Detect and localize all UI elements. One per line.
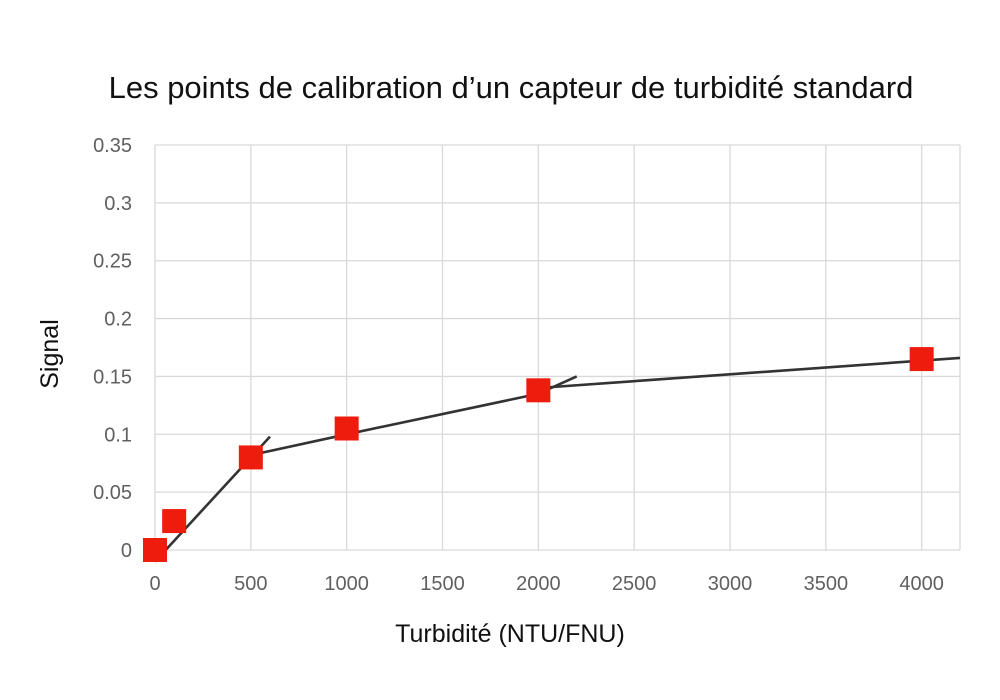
y-axis-title: Signal [36,319,64,389]
x-tick-label: 2500 [612,573,657,595]
y-tick-label: 0 [121,540,132,562]
x-tick-label: 0 [149,573,160,595]
tick-labels: 0 500 1000 1500 2000 2500 3000 3500 4000 0 0.05 0.1… [93,135,944,595]
data-point [143,538,167,562]
data-point [162,509,187,534]
y-tick-label: 0.2 [104,309,132,331]
data-points [143,347,934,562]
data-point [334,416,359,441]
y-tick-label: 0.25 [93,251,132,273]
y-tick-label: 0.35 [93,135,132,157]
x-tick-label: 500 [234,573,267,595]
data-point [526,378,551,403]
fit-line [250,375,578,457]
y-tick-label: 0.15 [93,366,132,388]
fit-lines [154,356,961,563]
x-tick-label: 4000 [899,573,944,595]
x-tick-label: 2000 [516,573,561,595]
x-tick-label: 3000 [708,573,753,595]
chart-title: Les points de calibration d’un capteur d… [108,70,914,105]
y-tick-label: 0.05 [93,482,132,504]
x-tick-label: 1500 [420,573,465,595]
x-tick-label: 3500 [804,573,849,595]
fit-line [538,356,961,390]
data-point [909,347,934,372]
grid [154,144,961,551]
x-axis-title: Turbidité (NTU/FNU) [395,620,625,648]
x-tick-label: 1000 [324,573,369,595]
y-tick-label: 0.3 [104,193,132,215]
y-tick-label: 0.1 [104,424,132,446]
data-point [238,445,263,470]
